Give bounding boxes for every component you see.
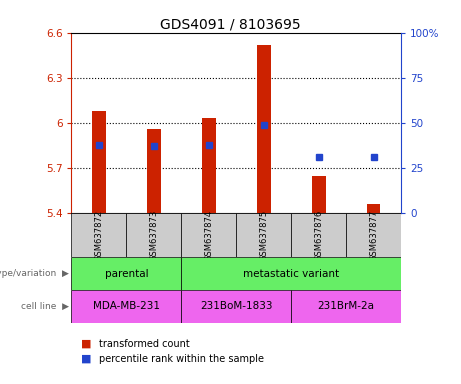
- Text: parental: parental: [105, 268, 148, 279]
- Bar: [71, 213, 126, 257]
- Bar: [291, 213, 346, 257]
- Text: cell line  ▶: cell line ▶: [21, 302, 69, 311]
- Bar: [71, 290, 181, 323]
- Bar: [126, 213, 181, 257]
- Text: 231BrM-2a: 231BrM-2a: [318, 301, 375, 311]
- Text: GSM637875: GSM637875: [259, 210, 268, 261]
- Bar: [181, 290, 291, 323]
- Text: genotype/variation  ▶: genotype/variation ▶: [0, 269, 69, 278]
- Text: 231BoM-1833: 231BoM-1833: [200, 301, 272, 311]
- Bar: [367, 204, 380, 213]
- Text: GSM637876: GSM637876: [314, 210, 323, 261]
- Bar: [346, 213, 401, 257]
- Bar: [202, 118, 216, 213]
- Text: transformed count: transformed count: [99, 339, 190, 349]
- Bar: [147, 129, 161, 213]
- Text: ■: ■: [81, 339, 91, 349]
- Bar: [92, 111, 106, 213]
- Text: GDS4091 / 8103695: GDS4091 / 8103695: [160, 17, 301, 31]
- Text: GSM637874: GSM637874: [204, 210, 213, 261]
- Text: GSM637877: GSM637877: [369, 210, 378, 261]
- Bar: [291, 290, 401, 323]
- Text: ■: ■: [81, 354, 91, 364]
- Bar: [181, 213, 236, 257]
- Text: percentile rank within the sample: percentile rank within the sample: [99, 354, 264, 364]
- Text: GSM637872: GSM637872: [95, 210, 103, 261]
- Bar: [257, 45, 271, 213]
- Text: metastatic variant: metastatic variant: [243, 268, 339, 279]
- Text: GSM637873: GSM637873: [149, 210, 159, 261]
- Bar: [312, 175, 325, 213]
- Bar: [181, 257, 401, 290]
- Text: MDA-MB-231: MDA-MB-231: [93, 301, 160, 311]
- Bar: [236, 213, 291, 257]
- Bar: [71, 257, 181, 290]
